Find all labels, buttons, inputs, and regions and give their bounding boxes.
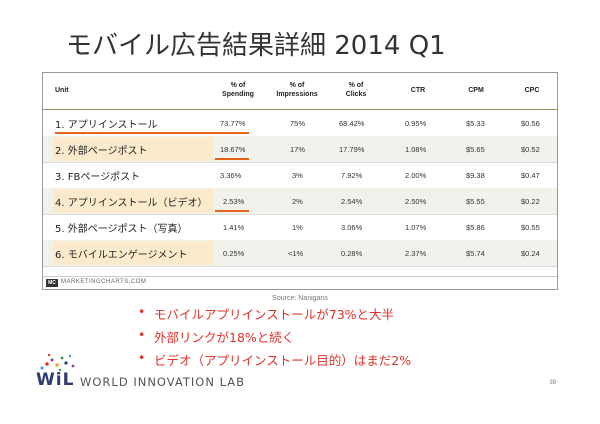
row-spending: 73.77% <box>220 119 246 128</box>
row-spending: 3.36% <box>220 171 242 180</box>
header-spending: % of Spending <box>222 82 254 98</box>
row-unit: 4. アプリインストール（ビデオ） <box>55 198 208 209</box>
row-spending: 1.41% <box>223 223 245 232</box>
row-cpm: $5.55 <box>466 197 485 206</box>
slide-title: モバイル広告結果詳細 2014 Q1 <box>66 31 446 61</box>
row-impressions: 75% <box>290 119 306 128</box>
page-number: 39 <box>549 380 556 386</box>
row-cpc: $0.24 <box>521 249 540 258</box>
row-clicks: 7.92% <box>341 171 363 180</box>
row-ctr: 2.50% <box>405 197 427 206</box>
highlight-box <box>53 137 213 161</box>
row-clicks: 17.79% <box>339 145 365 154</box>
row-unit: 3. FBページポスト <box>55 172 141 183</box>
highlight-box <box>53 189 213 213</box>
table-footer: MC MARKETINGCHARTS.COM <box>43 276 557 289</box>
header-clicks: % of Clicks <box>345 82 367 98</box>
table-row: 4. アプリインストール（ビデオ） 2.53% 2% 2.54% 2.50% $… <box>43 188 557 215</box>
row-cpc: $0.55 <box>521 223 540 232</box>
row-impressions: 3% <box>292 171 303 180</box>
table-row: 3. FBページポスト 3.36% 3% 7.92% 2.00% $9.38 $… <box>43 162 557 189</box>
row-unit: 2. 外部ページポスト <box>55 146 148 157</box>
row-ctr: 1.07% <box>405 223 427 232</box>
bullet-dot: • <box>138 327 146 342</box>
bullet-text: 外部リンクが18%と続く <box>154 330 295 345</box>
row-clicks: 2.54% <box>341 197 363 206</box>
table-row: 1. アプリインストール 73.77% 75% 68.42% 0.95% $5.… <box>43 110 557 137</box>
header-cpc: CPC <box>524 87 540 94</box>
row-impressions: <1% <box>288 249 304 258</box>
row-spending: 0.25% <box>223 249 245 258</box>
row-unit: 5. 外部ページポスト（写真） <box>55 224 188 235</box>
header-ctr: CTR <box>410 87 426 94</box>
highlight-underline <box>215 158 249 160</box>
row-cpm: $5.65 <box>466 145 485 154</box>
row-cpc: $0.52 <box>521 145 540 154</box>
row-cpm: $5.33 <box>466 119 485 128</box>
row-spending: 2.53% <box>223 197 245 206</box>
logo-mark: WiL <box>36 370 75 390</box>
wil-logo: WiL WORLD INNOVATION LAB <box>36 352 244 392</box>
row-cpc: $0.56 <box>521 119 540 128</box>
logo-dots-icon <box>40 353 75 372</box>
row-ctr: 1.08% <box>405 145 427 154</box>
header-cpm: CPM <box>468 87 484 94</box>
highlight-underline <box>55 132 249 134</box>
marketingcharts-text: MARKETINGCHARTS.COM <box>61 279 147 285</box>
row-unit: 6. モバイルエンゲージメント <box>55 250 188 261</box>
header-impressions: % of Impressions <box>276 82 318 98</box>
logo-text: WORLD INNOVATION LAB <box>80 375 246 389</box>
table-header: Unit % of Spending % of Impressions % of… <box>43 73 557 110</box>
bullet-text: モバイルアプリインストールが73%と大半 <box>154 307 395 322</box>
row-impressions: 1% <box>292 223 303 232</box>
marketingcharts-logo: MC <box>46 279 58 287</box>
header-unit: Unit <box>55 87 69 94</box>
bullet-dot: • <box>138 350 146 365</box>
bullet-item: • 外部リンクが18%と続く <box>138 327 411 346</box>
row-impressions: 17% <box>290 145 306 154</box>
row-clicks: 3.06% <box>341 223 363 232</box>
highlight-box <box>53 241 213 265</box>
row-ctr: 2.37% <box>405 249 427 258</box>
source-caption: Source: Nanigans <box>272 295 328 302</box>
row-cpc: $0.22 <box>521 197 540 206</box>
row-ctr: 2.00% <box>405 171 427 180</box>
row-impressions: 2% <box>292 197 303 206</box>
row-clicks: 0.28% <box>341 249 363 258</box>
highlight-underline <box>215 210 249 212</box>
data-table: Unit % of Spending % of Impressions % of… <box>42 72 558 290</box>
row-spending: 18.67% <box>220 145 246 154</box>
row-unit: 1. アプリインストール <box>55 120 158 131</box>
row-clicks: 68.42% <box>339 119 365 128</box>
table-row: 5. 外部ページポスト（写真） 1.41% 1% 3.06% 1.07% $5.… <box>43 214 557 241</box>
bullet-item: • モバイルアプリインストールが73%と大半 <box>138 304 411 323</box>
row-cpm: $5.86 <box>466 223 485 232</box>
row-cpm: $5.74 <box>466 249 485 258</box>
bullet-text: ビデオ（アプリインストール目的）はまだ2% <box>154 353 412 368</box>
table-row: 6. モバイルエンゲージメント 0.25% <1% 0.28% 2.37% $5… <box>43 240 557 267</box>
bullet-list: • モバイルアプリインストールが73%と大半 • 外部リンクが18%と続く • ビデオ… <box>138 304 411 373</box>
row-cpm: $9.38 <box>466 171 485 180</box>
table-row: 2. 外部ページポスト 18.67% 17% 17.79% 1.08% $5.6… <box>43 136 557 163</box>
bullet-item: • ビデオ（アプリインストール目的）はまだ2% <box>138 350 411 369</box>
row-cpc: $0.47 <box>521 171 540 180</box>
row-ctr: 0.95% <box>405 119 427 128</box>
bullet-dot: • <box>138 304 146 319</box>
